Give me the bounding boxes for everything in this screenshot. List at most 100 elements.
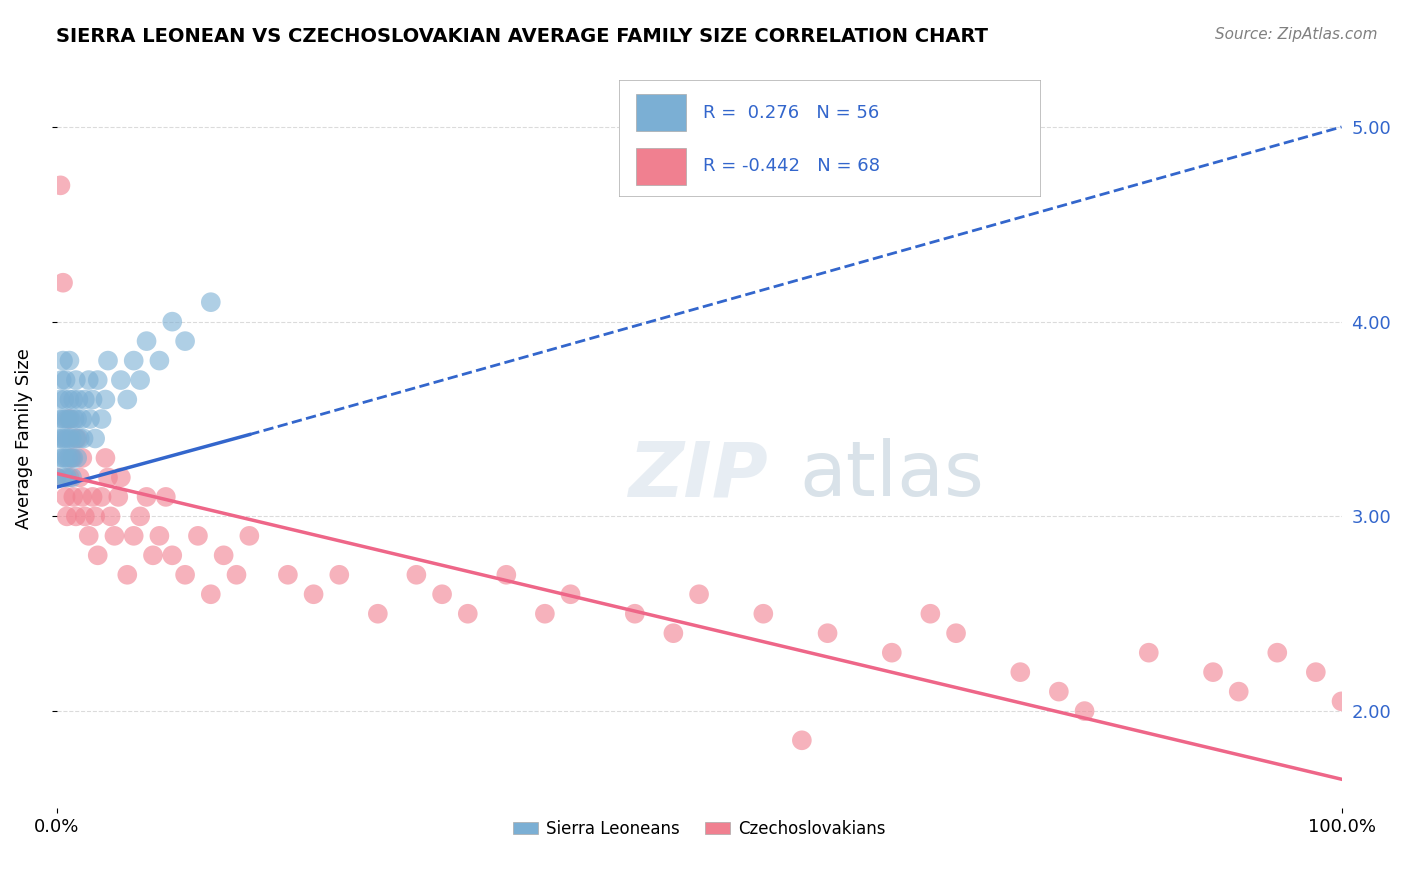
Point — [56, 432, 79, 446]
Point — [155, 490, 177, 504]
Point — [60, 450, 83, 465]
Point — [87, 373, 110, 387]
Point — [66, 412, 89, 426]
Point — [69, 432, 91, 446]
Text: atlas: atlas — [800, 439, 984, 513]
Point — [77, 373, 100, 387]
Point — [688, 587, 710, 601]
Point — [129, 509, 152, 524]
Point — [97, 470, 120, 484]
Point — [1227, 684, 1250, 698]
Point — [135, 490, 157, 504]
Text: Source: ZipAtlas.com: Source: ZipAtlas.com — [1215, 27, 1378, 42]
Point — [73, 392, 96, 407]
Point — [302, 587, 325, 601]
Point — [87, 549, 110, 563]
Point — [110, 373, 132, 387]
Point — [212, 549, 235, 563]
Point — [200, 295, 222, 310]
Point — [67, 392, 90, 407]
Point — [142, 549, 165, 563]
Y-axis label: Average Family Size: Average Family Size — [15, 348, 32, 529]
FancyBboxPatch shape — [636, 147, 686, 185]
Point — [162, 549, 184, 563]
Point — [1047, 684, 1070, 698]
Point — [56, 450, 79, 465]
Point — [107, 490, 129, 504]
Point — [59, 412, 82, 426]
Point — [495, 567, 517, 582]
Point — [790, 733, 813, 747]
Point — [46, 432, 69, 446]
Point — [97, 353, 120, 368]
Point — [56, 470, 79, 484]
Point — [1073, 704, 1095, 718]
Point — [94, 450, 117, 465]
Point — [53, 432, 76, 446]
Point — [405, 567, 427, 582]
Point — [52, 353, 75, 368]
Point — [51, 432, 73, 446]
Point — [79, 412, 101, 426]
Text: R = -0.442   N = 68: R = -0.442 N = 68 — [703, 157, 880, 175]
Point — [73, 509, 96, 524]
Point — [122, 529, 145, 543]
Point — [65, 373, 87, 387]
Point — [58, 412, 80, 426]
Point — [49, 178, 72, 193]
Point — [62, 392, 84, 407]
Point — [662, 626, 685, 640]
Point — [53, 392, 76, 407]
Point — [45, 470, 67, 484]
Point — [45, 470, 67, 484]
Text: R =  0.276   N = 56: R = 0.276 N = 56 — [703, 103, 879, 121]
Point — [162, 315, 184, 329]
Point — [187, 529, 209, 543]
Point — [65, 432, 87, 446]
Point — [58, 470, 80, 484]
Point — [880, 646, 903, 660]
Point — [72, 450, 94, 465]
Point — [82, 490, 104, 504]
Point — [430, 587, 453, 601]
Point — [1202, 665, 1225, 680]
Point — [49, 450, 72, 465]
Point — [920, 607, 942, 621]
Point — [122, 353, 145, 368]
Point — [200, 587, 222, 601]
Point — [62, 490, 84, 504]
Point — [55, 373, 77, 387]
Point — [59, 450, 82, 465]
Point — [90, 490, 112, 504]
Point — [84, 509, 107, 524]
Point — [65, 509, 87, 524]
Point — [72, 490, 94, 504]
Point — [1305, 665, 1327, 680]
Point — [66, 432, 89, 446]
Point — [174, 334, 197, 348]
Point — [117, 567, 139, 582]
Point — [367, 607, 389, 621]
Point — [60, 470, 83, 484]
Point — [174, 567, 197, 582]
Point — [135, 334, 157, 348]
Point — [1010, 665, 1032, 680]
Point — [560, 587, 582, 601]
Point — [48, 412, 70, 426]
Point — [55, 412, 77, 426]
Point — [129, 373, 152, 387]
Point — [58, 432, 80, 446]
Point — [55, 450, 77, 465]
Point — [1330, 694, 1353, 708]
Text: ZIP: ZIP — [630, 439, 769, 513]
Point — [148, 529, 170, 543]
Point — [58, 392, 80, 407]
Point — [817, 626, 839, 640]
Point — [58, 353, 80, 368]
Point — [117, 392, 139, 407]
Point — [77, 529, 100, 543]
Point — [457, 607, 479, 621]
Point — [66, 450, 89, 465]
Point — [752, 607, 775, 621]
Point — [225, 567, 247, 582]
